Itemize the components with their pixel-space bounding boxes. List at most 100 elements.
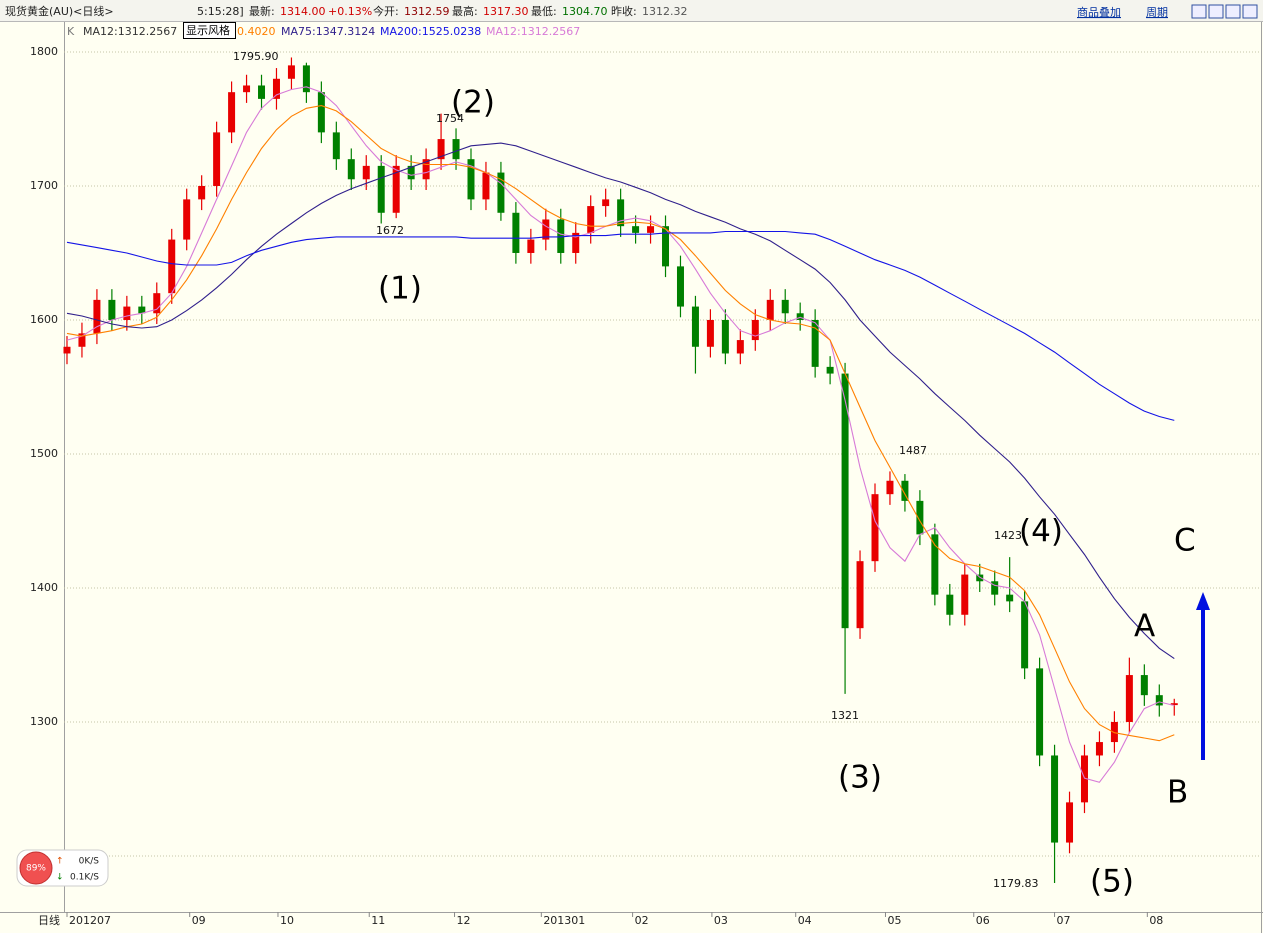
candle-body <box>557 219 565 253</box>
candle-body <box>213 132 221 186</box>
y-tick-label: 1800 <box>30 45 58 58</box>
x-tick-label: 11 <box>371 914 385 927</box>
candle-body <box>946 594 954 615</box>
candle-body <box>527 239 535 253</box>
candle-body <box>841 373 849 629</box>
plot: 1200130014001500160017001800201207091011… <box>30 45 1260 927</box>
x-tick-label: 07 <box>1057 914 1071 927</box>
indicator: K <box>67 25 75 38</box>
ma-line <box>66 142 1175 660</box>
tooltip: 显示风格 <box>183 22 236 39</box>
candle-body <box>826 366 834 374</box>
nav-full[interactable] <box>1242 4 1258 19</box>
candle-body <box>1155 695 1163 706</box>
net-up: 0K/S <box>79 857 100 867</box>
candle-body <box>422 159 430 180</box>
candle-body <box>1080 755 1088 803</box>
net-widget: 89% ↑ ↓ 0K/S 0.1K/S <box>16 849 109 887</box>
period-label: 日线 <box>38 913 60 927</box>
arrow-head <box>1196 592 1210 610</box>
legend-entry: MA75:1347.3124 <box>281 25 375 38</box>
candle-body <box>632 226 640 233</box>
candle-body <box>916 500 924 535</box>
wave-label: (5) <box>1090 864 1134 900</box>
candle-body <box>392 165 400 213</box>
candle-body <box>452 139 460 160</box>
ma-line <box>66 86 1175 783</box>
open: 1312.59 <box>404 5 450 18</box>
nav-left[interactable] <box>1191 4 1207 19</box>
net-badge <box>19 851 53 885</box>
candle-body <box>1066 802 1074 843</box>
x-tick-label: 08 <box>1149 914 1163 927</box>
tooltip-text: 显示风格 <box>186 23 230 37</box>
legend-entry: MA200:1525.0238 <box>380 25 481 38</box>
candle-body <box>272 78 280 99</box>
overlay-button[interactable]: 商品叠加 <box>1077 5 1121 19</box>
candle-body <box>362 165 370 180</box>
high-label: 最高: <box>452 4 478 18</box>
candle-body <box>931 534 939 595</box>
candle-body <box>63 346 71 354</box>
candle-body <box>228 92 236 133</box>
candle-body <box>302 65 310 93</box>
candle-body <box>1036 668 1044 756</box>
header-bar <box>0 0 1263 22</box>
time: 5:15:28] <box>197 5 244 18</box>
open-label: 今开: <box>373 4 399 18</box>
annotation: 1754 <box>436 112 464 125</box>
up-arrow <box>1196 592 1210 760</box>
title: 现货黄金(AU)<日线> <box>5 4 114 18</box>
wave-label: (1) <box>378 271 422 307</box>
net-percent: 89% <box>26 864 46 874</box>
candle-body <box>78 333 86 347</box>
candle-body <box>542 219 550 240</box>
ma-line <box>66 105 1175 742</box>
candle-body <box>961 574 969 615</box>
x-tick-label: 09 <box>192 914 206 927</box>
last: 1314.00 <box>280 5 326 18</box>
candle-body <box>377 165 385 213</box>
candle-body <box>901 480 909 501</box>
candle-body <box>662 226 670 267</box>
candle-body <box>766 299 774 320</box>
x-tick-label: 02 <box>635 914 649 927</box>
annotation: 1179.83 <box>993 877 1039 890</box>
candle-body <box>736 340 744 354</box>
candle-body <box>796 313 804 320</box>
wave-label: (4) <box>1019 514 1063 550</box>
legend-entry: 0.4020 <box>237 25 276 38</box>
candle-body <box>691 306 699 347</box>
candle-body <box>811 319 819 367</box>
candle-body <box>1095 742 1103 756</box>
candle-body <box>467 159 475 200</box>
x-tick-label: 12 <box>457 914 471 927</box>
candle-body <box>347 159 355 180</box>
y-tick-label: 1400 <box>30 581 58 594</box>
annotation: 1321 <box>831 709 859 722</box>
price-annotations: 1795.90 1754 1672 1487 1321 1423 1179.83 <box>233 50 1039 890</box>
candle-body <box>871 494 879 562</box>
nav-right[interactable] <box>1208 4 1224 19</box>
candle-body <box>138 306 146 314</box>
candle-body <box>108 299 116 320</box>
wave-labels: (1) (2) (3) (4) (5) A B C <box>378 85 1196 900</box>
candle-body <box>153 293 161 314</box>
candle-body <box>1170 703 1178 706</box>
x-tick-label: 05 <box>887 914 901 927</box>
candle-body <box>587 206 595 233</box>
annotation: 1795.90 <box>233 50 279 63</box>
wave-label: B <box>1167 775 1188 811</box>
ma-line <box>66 230 1175 421</box>
candle-body <box>721 319 729 354</box>
period-button[interactable]: 周期 <box>1146 6 1168 19</box>
x-tick-label: 201207 <box>69 914 111 927</box>
nav-zoom[interactable] <box>1225 4 1241 19</box>
candle-body <box>482 172 490 200</box>
prev: 1312.32 <box>642 5 688 18</box>
candle-body <box>437 139 445 160</box>
candle-body <box>1125 675 1133 722</box>
down-icon: ↓ <box>56 873 64 883</box>
wave-label: A <box>1134 609 1155 645</box>
candle-body <box>1021 601 1029 669</box>
